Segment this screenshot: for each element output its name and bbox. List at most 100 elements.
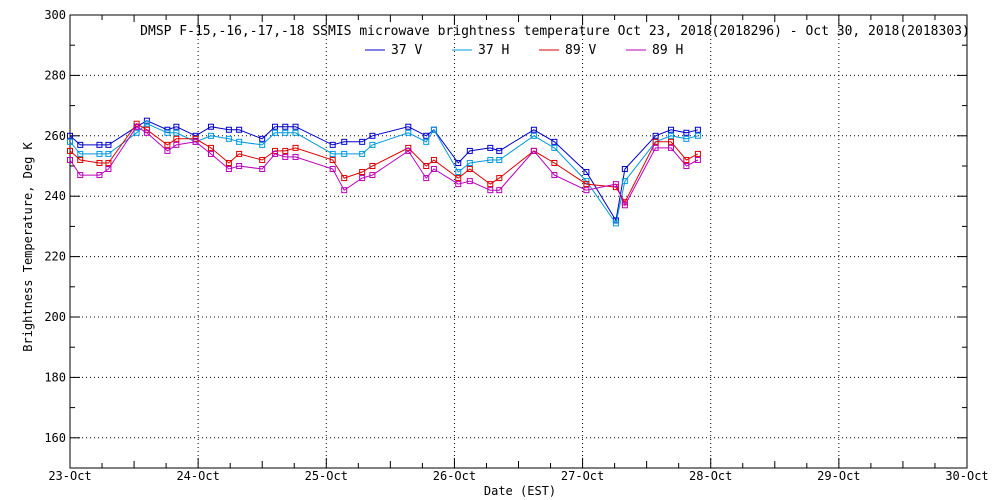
data-point-marker [236,163,243,169]
data-point-marker [466,147,473,154]
data-point-marker [423,175,430,182]
x-tick-label: 28-Oct [689,469,732,483]
x-tick-label: 30-Oct [945,469,988,483]
data-point-marker [359,138,366,145]
data-point-marker [236,126,243,133]
data-point-marker [292,153,299,160]
data-point-marker [612,181,619,188]
y-tick-label: 260 [44,129,66,143]
data-point-marker [405,147,412,154]
data-point-marker [551,172,558,179]
data-point-marker [405,123,412,130]
data-point-marker [236,138,243,145]
data-point-marker [272,123,279,130]
data-point-marker [96,159,103,166]
series-line [69,120,699,222]
data-point-marker [487,181,494,188]
y-tick-label: 180 [44,370,66,384]
data-point-marker [143,120,150,127]
data-point-marker [667,132,674,139]
y-tick-label: 280 [44,68,66,82]
data-point-marker [612,220,619,227]
series-line [69,123,699,204]
data-point-marker [455,159,462,166]
data-point-marker [133,123,140,130]
data-point-marker [105,150,112,157]
y-tick-label: 240 [44,189,66,203]
data-point-marker [683,156,690,163]
data-point-marker [694,132,701,139]
data-point-marker [430,126,437,133]
data-point-marker [694,126,701,133]
legend-label: 37 H [478,43,509,58]
data-point-marker [133,129,140,136]
data-point-marker [77,150,84,157]
y-tick-label: 160 [44,431,66,445]
data-point-marker [455,181,462,188]
legend-label: 37 V [391,43,422,58]
data-point-marker [341,175,348,182]
data-point-marker [207,150,214,157]
x-axis-title: Date (EST) [484,484,556,498]
data-point-marker [282,153,289,160]
data-point-marker [530,126,537,133]
data-point-marker [77,156,84,163]
data-point-marker [96,150,103,157]
x-tick-label: 29-Oct [817,469,860,483]
data-point-marker [683,129,690,136]
data-point-marker [272,129,279,136]
axes-ticks: 160 180 200 220 240 260 280 300 23-Oct 24-Oct 25-O… [44,8,988,483]
data-point-marker [105,159,112,166]
data-point-marker [683,163,690,169]
data-point-marker [225,126,232,133]
data-point-marker [652,132,659,139]
data-point-marker [694,156,701,163]
y-axis-title: Brightness Temperature, Deg K [21,141,35,351]
data-point-marker [77,141,84,148]
data-point-marker [359,150,366,157]
x-tick-label: 23-Oct [48,469,91,483]
data-point-marker [259,166,266,173]
data-point-marker [329,150,336,157]
data-point-marker [272,150,279,157]
legend-label: 89 V [565,43,596,58]
data-point-marker [496,187,503,194]
series-89-v [67,120,701,206]
legend: 37 V 37 H 89 V 89 H [365,43,683,58]
data-point-marker [67,147,73,154]
series-37-v [67,117,701,224]
grid-lines [70,15,967,468]
data-point-marker [530,147,537,154]
data-series [67,117,701,227]
y-tick-label: 220 [44,250,66,264]
data-point-marker [329,141,336,148]
data-point-marker [423,163,430,169]
x-tick-label: 25-Oct [305,469,348,483]
data-point-marker [207,123,214,130]
data-point-marker [259,135,266,142]
data-point-marker [173,135,180,142]
data-point-marker [67,132,73,139]
data-point-marker [282,147,289,154]
data-point-marker [423,138,430,145]
data-point-marker [282,123,289,130]
data-point-marker [236,150,243,157]
series-37-h [67,120,701,227]
data-point-marker [667,138,674,145]
data-point-marker [694,150,701,157]
data-point-marker [225,166,232,173]
data-point-marker [77,172,84,179]
x-tick-label: 26-Oct [433,469,476,483]
data-point-marker [652,138,659,145]
data-point-marker [96,172,103,179]
data-point-marker [369,163,376,169]
data-point-marker [683,135,690,142]
data-point-marker [667,144,674,151]
data-point-marker [67,156,73,163]
data-point-marker [455,169,462,176]
data-point-marker [143,129,150,136]
legend-label: 89 H [652,43,683,58]
data-point-marker [359,175,366,182]
data-point-marker [173,141,180,148]
data-point-marker [207,132,214,139]
